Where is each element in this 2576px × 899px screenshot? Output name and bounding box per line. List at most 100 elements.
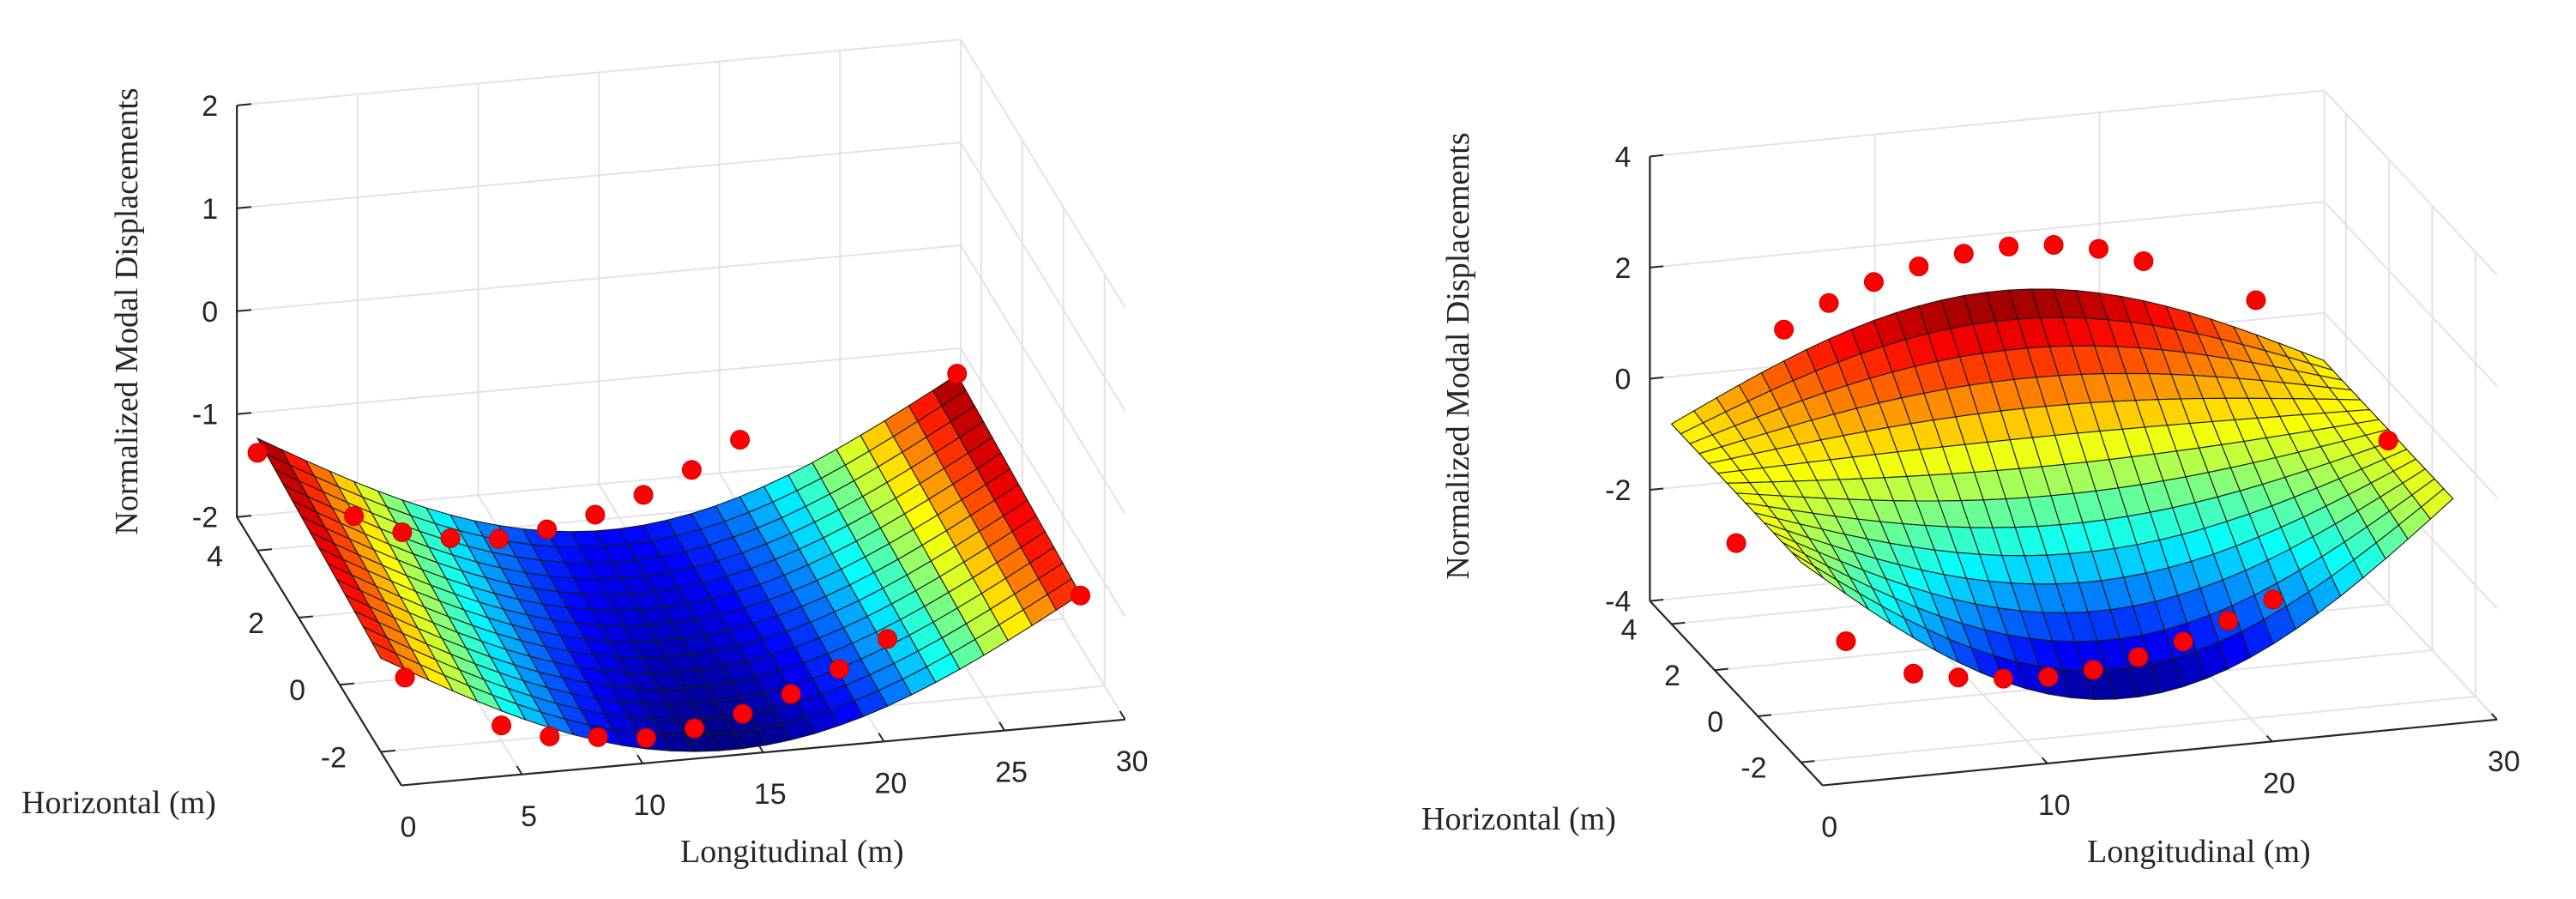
gridline-back-z <box>237 347 961 415</box>
z-tick-mark <box>237 206 252 209</box>
surface <box>1670 288 2454 700</box>
z-tick-label: 0 <box>202 296 218 329</box>
sensor-marker <box>1953 244 1974 264</box>
sensor-marker <box>2263 589 2283 610</box>
y-axis-label: Horizontal (m) <box>1421 801 1616 837</box>
sensor-marker <box>2218 610 2239 631</box>
sensor-marker <box>1726 533 1746 553</box>
z-tick-mark <box>237 309 252 312</box>
sensor-marker <box>488 528 509 549</box>
z-tick-label: 1 <box>202 193 218 226</box>
y-tick-mark <box>339 682 354 686</box>
z-tick-mark <box>237 412 252 415</box>
sensor-marker <box>633 485 654 505</box>
gridline-side-z <box>2323 201 2498 387</box>
y-tick-label: -2 <box>321 741 347 774</box>
z-tick-mark <box>1650 599 1664 602</box>
y-tick-mark <box>1714 667 1728 672</box>
sensor-marker <box>395 667 415 688</box>
x-tick-label: 5 <box>521 800 537 833</box>
x-tick-label: 15 <box>754 778 787 811</box>
gridline-back-z <box>237 142 961 209</box>
y-tick-mark <box>1671 621 1686 625</box>
z-tick-mark <box>237 515 252 518</box>
y-axis-line <box>236 516 402 787</box>
sensor-marker <box>492 715 512 736</box>
z-tick-mark <box>1650 487 1664 492</box>
y-tick-mark <box>298 615 314 619</box>
sensor-marker <box>585 504 606 525</box>
surface-patch <box>2420 487 2454 520</box>
z-axis-label: Normalized Modal Displacements <box>109 87 145 534</box>
y-tick-mark <box>1801 760 1815 763</box>
x-tick-mark <box>2041 757 2048 764</box>
z-tick-label: 0 <box>1614 363 1631 395</box>
sensor-marker <box>636 727 656 748</box>
z-tick-label: -1 <box>192 399 218 431</box>
sensor-marker <box>2378 431 2398 451</box>
z-tick-label: -2 <box>192 502 218 534</box>
sensor-marker <box>2128 647 2149 667</box>
chart-1-symmetric-mode: 0 5 10 15 20 25 30 -2 0 2 4 -2 -1 0 1 2 Longitudinal (m)… <box>21 39 1149 870</box>
sensor-marker <box>2173 631 2193 652</box>
y-tick-label: 4 <box>1621 613 1638 646</box>
z-tick-mark <box>1650 265 1664 268</box>
sensor-marker <box>730 430 751 450</box>
sensor-marker <box>1774 319 1795 340</box>
z-tick-label: -2 <box>1605 474 1631 507</box>
x-tick-mark <box>2490 713 2498 721</box>
sensor-marker <box>1903 663 1924 684</box>
z-tick-label: 4 <box>1614 141 1631 173</box>
x-tick-mark <box>636 754 644 764</box>
sensor-marker <box>1948 667 1969 688</box>
gridline-back-z <box>237 39 961 106</box>
x-axis-line <box>1822 718 2498 787</box>
x-tick-label: 30 <box>1116 745 1149 778</box>
sensor-marker <box>1819 293 1839 313</box>
gridline-side-z <box>960 39 1126 309</box>
sensor-marker <box>2043 235 2064 256</box>
sensor-marker <box>2038 667 2059 687</box>
sensor-marker <box>1999 236 2019 256</box>
sensor-marker <box>685 718 705 739</box>
y-tick-label: -2 <box>1740 752 1766 785</box>
x-tick-mark <box>395 776 402 787</box>
sensor-marker <box>681 460 702 480</box>
x-tick-mark <box>998 721 1005 732</box>
sensor-marker <box>1993 668 2013 689</box>
x-tick-mark <box>2265 734 2273 743</box>
sensor-marker <box>1836 631 1856 652</box>
x-tick-mark <box>878 733 885 742</box>
z-axis-label: Normalized Modal Displacements <box>1440 132 1476 579</box>
x-tick-mark <box>1816 779 1824 787</box>
gridline-side-z <box>2323 312 2498 498</box>
sensor-marker <box>2133 250 2154 271</box>
y-tick-label: 0 <box>289 674 305 707</box>
surface <box>256 374 1082 752</box>
sensor-marker <box>2246 290 2266 311</box>
x-tick-label: 0 <box>400 812 416 844</box>
sensor-marker <box>781 684 801 704</box>
z-tick-label: -4 <box>1605 586 1631 618</box>
sensor-marker <box>537 519 558 540</box>
x-tick-label: 25 <box>995 757 1028 789</box>
y-tick-label: 2 <box>1664 660 1680 692</box>
y-tick-label: 2 <box>248 607 264 640</box>
y-tick-mark <box>380 749 395 753</box>
gridline-side-z <box>960 347 1126 618</box>
sensor-marker <box>947 364 968 384</box>
x-tick-label: 20 <box>2263 767 2295 799</box>
sensor-marker <box>2083 660 2103 680</box>
sensor-marker <box>440 528 461 548</box>
sensor-marker <box>1863 272 1884 293</box>
z-tick-mark <box>1650 376 1664 380</box>
sensor-marker <box>829 659 849 679</box>
x-tick-label: 20 <box>874 767 907 799</box>
y-axis-label: Horizontal (m) <box>21 785 216 821</box>
z-tick-label: 2 <box>1614 252 1631 285</box>
y-tick-mark <box>1758 714 1772 717</box>
gridline-side-z <box>960 142 1126 412</box>
x-axis-label: Longitudinal (m) <box>2087 834 2311 870</box>
x-tick-label: 10 <box>633 789 666 822</box>
